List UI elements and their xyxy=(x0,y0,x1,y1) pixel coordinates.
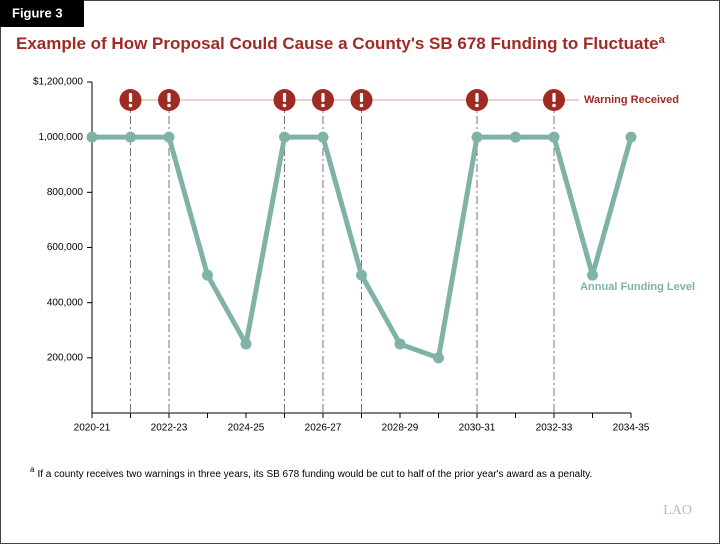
warning-dot xyxy=(475,103,479,108)
series-label: Annual Funding Level xyxy=(580,281,695,293)
x-tick-label: 2022-23 xyxy=(151,423,188,434)
warning-bang xyxy=(475,93,479,102)
y-tick-label: 400,000 xyxy=(47,297,84,308)
warning-dot xyxy=(552,103,556,108)
data-point xyxy=(86,131,98,143)
warning-dot xyxy=(282,103,287,108)
x-tick-label: 2024-25 xyxy=(228,423,265,434)
data-point xyxy=(202,269,213,281)
x-tick-label: 2026-27 xyxy=(305,423,342,434)
warning-icon xyxy=(543,89,565,111)
warning-bang xyxy=(359,93,364,102)
warning-bang xyxy=(167,93,171,102)
data-point xyxy=(548,131,560,143)
title-note-marker: a xyxy=(659,34,666,46)
warning-dot xyxy=(128,103,133,108)
warning-bang xyxy=(321,93,325,102)
x-tick-label: 2030-31 xyxy=(459,423,496,434)
warning-dot xyxy=(321,103,325,108)
data-point xyxy=(240,338,252,350)
y-tick-label: 600,000 xyxy=(47,242,84,253)
x-tick-label: 2032-33 xyxy=(536,423,573,434)
title-text: Example of How Proposal Could Cause a Co… xyxy=(16,34,659,53)
warning-label: Warning Received xyxy=(584,94,679,106)
footnote-text: If a county receives two warnings in thr… xyxy=(37,469,592,480)
warning-icon xyxy=(350,89,373,111)
data-point xyxy=(317,131,329,143)
warning-icon xyxy=(273,89,296,111)
warning-bang xyxy=(552,93,556,102)
data-point xyxy=(471,131,483,143)
figure-label: Figure 3 xyxy=(12,5,63,20)
warning-bang xyxy=(128,93,133,102)
logo: LAO xyxy=(663,503,692,518)
warning-dot xyxy=(167,103,171,108)
data-point xyxy=(510,131,521,143)
warning-dot xyxy=(359,103,364,108)
data-point xyxy=(625,131,637,143)
data-point xyxy=(356,269,367,281)
y-tick-label: $1,200,000 xyxy=(33,77,83,88)
y-tick-label: 200,000 xyxy=(47,352,84,363)
x-tick-label: 2028-29 xyxy=(382,423,419,434)
y-tick-label: 1,000,000 xyxy=(39,132,84,143)
warning-icon xyxy=(119,89,142,111)
data-point xyxy=(433,352,444,364)
y-tick-label: 800,000 xyxy=(47,187,84,198)
x-tick-label: 2034-35 xyxy=(613,423,650,434)
data-point xyxy=(279,131,290,143)
warning-icon xyxy=(466,89,488,111)
footnote-marker: a xyxy=(30,465,35,474)
warning-icon xyxy=(158,89,180,111)
warning-bang xyxy=(282,93,287,102)
figure-label-box xyxy=(0,0,84,27)
chart-title: Example of How Proposal Could Cause a Co… xyxy=(16,34,666,54)
data-point xyxy=(587,269,598,281)
x-tick-label: 2020-21 xyxy=(74,423,111,434)
data-point xyxy=(125,131,136,143)
data-point xyxy=(394,338,406,350)
warning-icon xyxy=(312,89,334,111)
footnote: a If a county receives two warnings in th… xyxy=(30,465,592,480)
data-point xyxy=(163,131,175,143)
